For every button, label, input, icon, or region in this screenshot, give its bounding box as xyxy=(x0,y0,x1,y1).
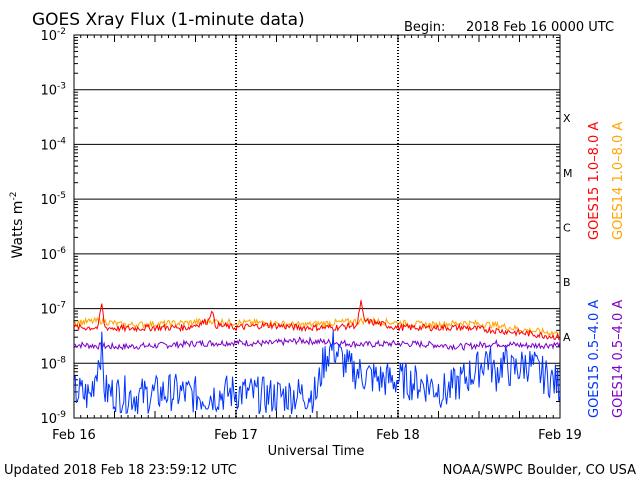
y-axis-label-text: Watts m xyxy=(10,201,26,259)
y-tick-base: 10 xyxy=(40,412,57,427)
y-tick-base: 10 xyxy=(40,29,57,44)
flare-class-label: C xyxy=(563,222,571,235)
x-tick-label: Feb 18 xyxy=(376,428,420,443)
y-tick-exponent: -5 xyxy=(57,191,66,201)
y-tick-base: 10 xyxy=(40,248,57,263)
x-axis-label: Universal Time xyxy=(268,444,365,459)
y-axis-label: Watts m-2 xyxy=(9,192,26,259)
footer-credit: NOAA/SWPC Boulder, CO USA xyxy=(443,463,636,478)
x-tick-label: Feb 17 xyxy=(214,428,258,443)
y-tick-label: 10-3 xyxy=(40,82,66,99)
y-axis-label-sup: -2 xyxy=(9,192,19,201)
x-tick-label: Feb 16 xyxy=(52,428,96,443)
y-tick-exponent: -6 xyxy=(57,246,66,256)
y-tick-label: 10-4 xyxy=(40,136,66,153)
series-line xyxy=(74,316,560,337)
y-tick-base: 10 xyxy=(40,303,57,318)
flare-class-label: X xyxy=(563,112,571,125)
series-line xyxy=(74,336,560,351)
y-tick-exponent: -8 xyxy=(57,355,66,365)
chart-title: GOES Xray Flux (1-minute data) xyxy=(32,10,305,30)
y-tick-exponent: -3 xyxy=(57,82,66,92)
legend-entry: GOES14 1.0–8.0 A xyxy=(611,122,626,240)
legend-entry: GOES15 1.0–8.0 A xyxy=(587,122,602,240)
y-tick-label: 10-2 xyxy=(40,27,66,44)
y-tick-label: 10-5 xyxy=(40,191,66,208)
begin-label: Begin: xyxy=(404,20,445,35)
footer-updated: Updated 2018 Feb 18 23:59:12 UTC xyxy=(4,463,237,478)
y-tick-base: 10 xyxy=(40,138,57,153)
y-tick-label: 10-9 xyxy=(40,410,66,427)
legend-entry: GOES14 0.5–4.0 A xyxy=(611,300,626,418)
y-tick-label: 10-7 xyxy=(40,301,66,318)
y-tick-exponent: -2 xyxy=(57,27,66,37)
series-line xyxy=(74,300,560,341)
y-tick-label: 10-8 xyxy=(40,355,66,372)
x-tick-label: Feb 19 xyxy=(538,428,582,443)
flare-class-label: A xyxy=(563,331,571,344)
series-line xyxy=(74,330,560,415)
y-tick-exponent: -7 xyxy=(57,301,66,311)
y-tick-base: 10 xyxy=(40,84,57,99)
flare-class-label: M xyxy=(563,167,573,180)
flare-class-label: B xyxy=(563,276,571,289)
y-tick-base: 10 xyxy=(40,357,57,372)
y-tick-base: 10 xyxy=(40,193,57,208)
begin-value: 2018 Feb 16 0000 UTC xyxy=(466,20,614,35)
y-tick-exponent: -4 xyxy=(57,136,66,146)
y-tick-label: 10-6 xyxy=(40,246,66,263)
legend-entry: GOES15 0.5–4.0 A xyxy=(587,300,602,418)
y-tick-exponent: -9 xyxy=(57,410,66,420)
